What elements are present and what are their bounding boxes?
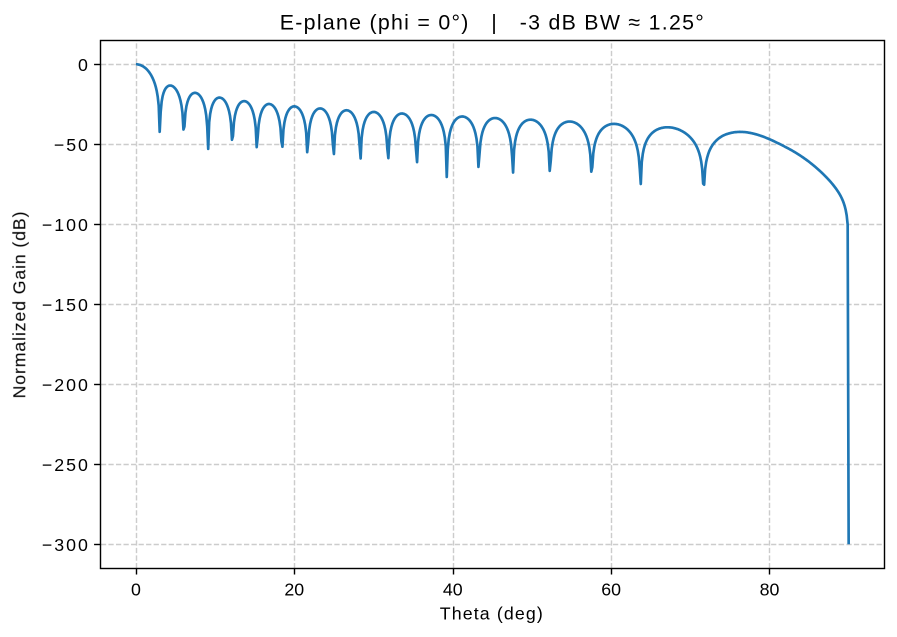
svg-text:Normalized Gain (dB): Normalized Gain (dB) <box>9 212 29 399</box>
svg-text:−50: −50 <box>54 135 88 155</box>
svg-text:E-plane (phi = 0°) | -3 dB: E-plane (phi = 0°) | -3 dB BW ≈ 1.25° <box>280 11 704 35</box>
svg-text:20: 20 <box>284 579 304 599</box>
svg-text:60: 60 <box>601 579 621 599</box>
svg-text:Theta (deg): Theta (deg) <box>440 604 543 624</box>
svg-text:80: 80 <box>760 579 780 599</box>
svg-text:0: 0 <box>78 55 88 75</box>
svg-text:40: 40 <box>443 579 463 599</box>
svg-text:0: 0 <box>131 579 141 599</box>
